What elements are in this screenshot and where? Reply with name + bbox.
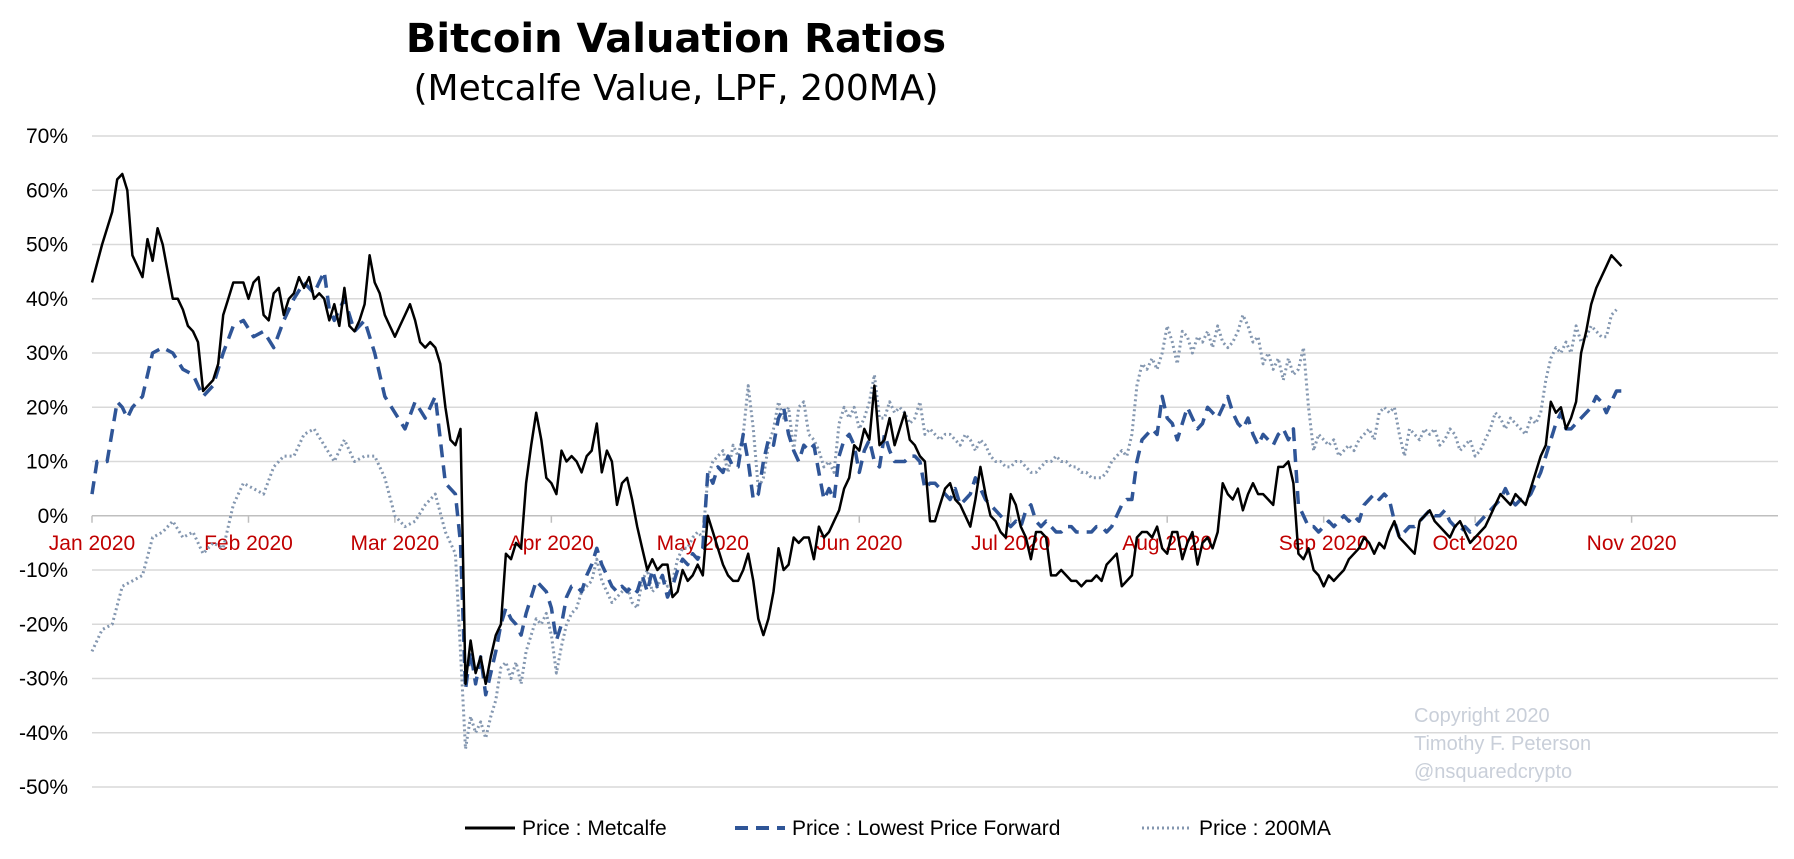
- series-metcalfe-line: [90, 172, 1623, 686]
- y-tick-label: 40%: [26, 288, 68, 311]
- legend-label-200ma: Price : 200MA: [1199, 817, 1331, 840]
- y-tick-label: 10%: [26, 451, 68, 474]
- series-lpf-line: [90, 269, 1622, 697]
- x-tick-label: Oct 2020: [1433, 532, 1518, 555]
- x-tick-label: Apr 2020: [509, 532, 594, 555]
- legend: Price : Metcalfe Price : Lowest Price Fo…: [465, 817, 1331, 840]
- y-tick-label: 30%: [26, 342, 68, 365]
- x-tick-label: Jan 2020: [49, 532, 135, 555]
- chart-subtitle: (Metcalfe Value, LPF, 200MA): [413, 68, 938, 109]
- x-tick-label: Feb 2020: [204, 532, 293, 555]
- legend-item-lpf: Price : Lowest Price Forward: [735, 817, 1060, 840]
- legend-item-metcalfe: Price : Metcalfe: [465, 817, 667, 840]
- x-tick-label: Jul 2020: [971, 532, 1050, 555]
- copyright-line-2: Timothy F. Peterson: [1414, 733, 1591, 755]
- x-tick-label: Sep 2020: [1279, 532, 1369, 555]
- y-tick-label: -20%: [19, 613, 68, 636]
- gridlines: [92, 135, 1778, 788]
- copyright-line-1: Copyright 2020: [1414, 705, 1550, 727]
- y-tick-label: 70%: [26, 125, 68, 148]
- x-axis-ticks: Jan 2020 Feb 2020 Mar 2020 Apr 2020 May 2020…: [49, 515, 1677, 555]
- x-tick-label: Nov 2020: [1587, 532, 1677, 555]
- copyright-line-3: @nsquaredcrypto: [1414, 761, 1572, 783]
- legend-label-lpf: Price : Lowest Price Forward: [792, 817, 1060, 840]
- legend-label-metcalfe: Price : Metcalfe: [522, 817, 667, 840]
- y-tick-label: -50%: [19, 776, 68, 799]
- legend-item-200ma: Price : 200MA: [1142, 817, 1331, 840]
- x-tick-label: Jun 2020: [816, 532, 902, 555]
- y-tick-label: -30%: [19, 668, 68, 691]
- y-tick-label: 60%: [26, 179, 68, 202]
- series-lines: [90, 172, 1623, 751]
- x-tick-label: Mar 2020: [351, 532, 440, 555]
- y-tick-label: -10%: [19, 559, 68, 582]
- chart-title: Bitcoin Valuation Ratios: [406, 16, 946, 62]
- copyright-annotation: Copyright 2020 Timothy F. Peterson @nsqu…: [1414, 705, 1591, 783]
- y-tick-label: -40%: [19, 722, 68, 745]
- y-axis-ticks: 70% 60% 50% 40% 30% 20% 10% -10% -20% -30% -40% -50…: [19, 125, 68, 799]
- y-tick-label: 0%: [38, 505, 68, 528]
- y-tick-label: 50%: [26, 234, 68, 257]
- y-tick-label: 20%: [26, 396, 68, 419]
- series-200ma-line: [90, 308, 1618, 751]
